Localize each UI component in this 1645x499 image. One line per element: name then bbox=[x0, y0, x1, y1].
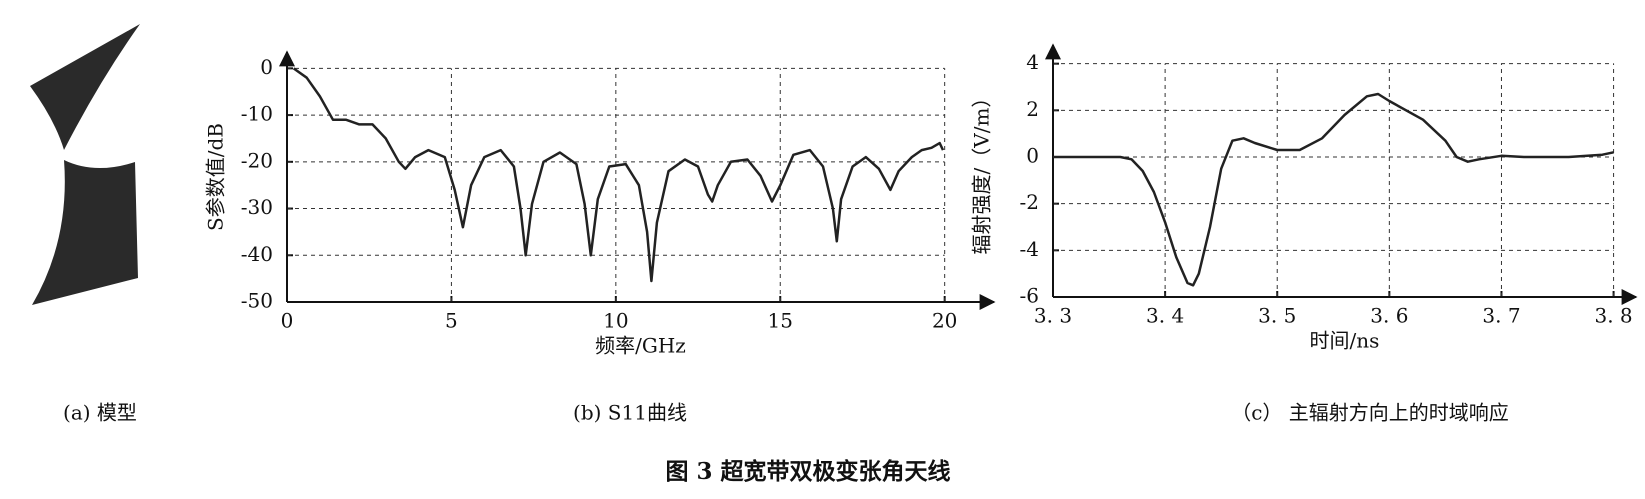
data-line bbox=[1053, 92, 1614, 287]
x-tick-label: 20 bbox=[932, 309, 957, 333]
y-axis-label: 辐射强度/（V/m） bbox=[970, 88, 994, 255]
y-tick-label: -20 bbox=[241, 148, 273, 172]
panel-caption: (b) S11曲线 bbox=[573, 401, 687, 425]
figure-caption: 图 3 超宽带双极变张角天线 bbox=[665, 458, 950, 485]
x-tick-label: 3. 6 bbox=[1370, 304, 1408, 328]
y-tick-label: -2 bbox=[1020, 190, 1039, 214]
y-tick-label: -10 bbox=[241, 102, 273, 126]
panel-caption: （c） 主辐射方向上的时域响应 bbox=[1231, 401, 1509, 425]
x-axis-label: 时间/ns bbox=[1310, 329, 1380, 353]
x-tick-label: 5 bbox=[445, 309, 458, 333]
antenna-arm bbox=[32, 160, 138, 305]
y-tick-label: 0 bbox=[1026, 144, 1039, 168]
x-tick-label: 3. 5 bbox=[1258, 304, 1296, 328]
y-tick-label: 2 bbox=[1026, 97, 1039, 121]
y-tick-label: -6 bbox=[1020, 284, 1039, 308]
antenna-arm bbox=[30, 24, 140, 150]
x-tick-label: 10 bbox=[603, 309, 628, 333]
y-tick-label: -40 bbox=[241, 242, 273, 266]
panel-caption: (a) 模型 bbox=[63, 401, 137, 425]
x-axis-label: 频率/GHz bbox=[595, 334, 686, 358]
y-tick-label: -30 bbox=[241, 195, 273, 219]
y-tick-label: -50 bbox=[241, 289, 273, 313]
y-tick-label: 0 bbox=[260, 55, 273, 79]
x-tick-label: 3. 3 bbox=[1034, 304, 1072, 328]
data-line bbox=[292, 67, 945, 283]
x-tick-label: 3. 8 bbox=[1594, 304, 1632, 328]
y-tick-label: 4 bbox=[1026, 50, 1039, 74]
x-tick-label: 3. 4 bbox=[1146, 304, 1184, 328]
y-axis-label: S参数值/dB bbox=[204, 123, 228, 231]
x-tick-label: 0 bbox=[281, 309, 294, 333]
y-tick-label: -4 bbox=[1020, 237, 1039, 261]
x-tick-label: 3. 7 bbox=[1482, 304, 1520, 328]
x-tick-label: 15 bbox=[768, 309, 793, 333]
